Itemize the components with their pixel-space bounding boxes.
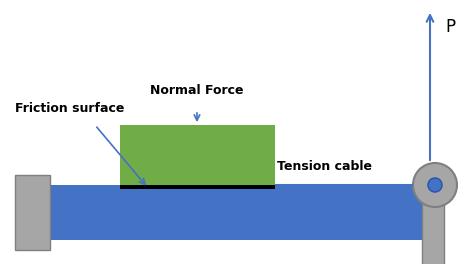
Bar [120,182,275,189]
Bar [30,185,440,240]
Bar [120,125,275,185]
Text: Normal Force: Normal Force [150,83,244,97]
Text: Friction surface: Friction surface [15,101,124,115]
Text: Tension cable: Tension cable [277,161,373,173]
Text: P: P [445,18,455,36]
Bar [422,185,444,264]
Circle shape [428,178,442,192]
Bar [15,175,50,250]
Circle shape [413,163,457,207]
